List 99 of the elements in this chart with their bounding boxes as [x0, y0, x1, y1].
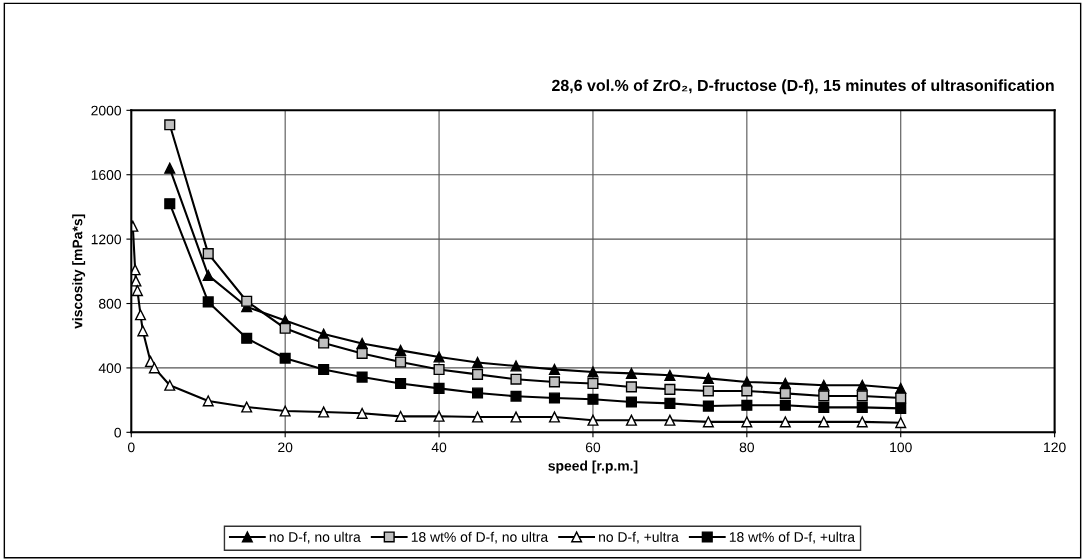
point [279, 352, 291, 364]
point [471, 356, 484, 369]
x-tick-label: 60 [585, 442, 601, 453]
point [395, 410, 407, 422]
point [625, 396, 637, 408]
point [510, 411, 522, 423]
point [818, 379, 830, 391]
point [664, 383, 676, 395]
point [241, 332, 253, 344]
point [587, 393, 599, 405]
legend-label: 18 wt% of D-f, no ultra [411, 531, 549, 544]
point [202, 395, 214, 407]
point [318, 337, 330, 349]
point [702, 372, 714, 384]
point [433, 382, 445, 394]
x-tick-label: 100 [890, 442, 912, 453]
point [741, 399, 753, 411]
point [664, 414, 676, 426]
point [895, 392, 907, 404]
point [164, 379, 176, 391]
chart-title: 28,6 vol.% of ZrO₂, D-fructose (D-f), 15 minutes of ultrasonification [552, 79, 1054, 95]
point [395, 377, 407, 390]
point [625, 414, 637, 426]
x-tick-label: 20 [278, 442, 293, 453]
point [702, 400, 714, 412]
point [510, 360, 522, 372]
point [356, 371, 368, 383]
y-tick-label: 1200 [91, 234, 122, 245]
point [625, 381, 637, 393]
point [131, 264, 141, 276]
point [587, 377, 599, 390]
point [148, 362, 160, 374]
legend-label: 18 wt% of D-f, +ultra [729, 531, 856, 544]
point [471, 411, 484, 423]
point [202, 296, 214, 308]
y-tick-label: 800 [99, 298, 122, 309]
point [548, 363, 561, 375]
point [433, 410, 445, 422]
point [433, 363, 445, 376]
point [471, 368, 484, 380]
point [548, 411, 561, 423]
point [548, 392, 561, 404]
y-tick-label: 2000 [91, 105, 122, 116]
point [818, 390, 830, 402]
legend-label: no D-f, +ultra [599, 531, 679, 544]
point [856, 401, 868, 413]
x-axis-title: speed [r.p.m.] [548, 460, 638, 474]
point [202, 248, 214, 260]
point [433, 351, 445, 363]
point [137, 325, 149, 337]
point [587, 366, 599, 378]
point [818, 401, 830, 413]
point [664, 397, 676, 409]
point [164, 119, 176, 131]
point [856, 390, 868, 402]
point [587, 414, 599, 426]
point [779, 416, 791, 428]
point [134, 309, 147, 321]
point [510, 373, 522, 385]
point [510, 390, 522, 402]
point [702, 416, 714, 428]
y-tick-label: 400 [98, 363, 122, 374]
x-tick-label: 40 [431, 442, 447, 453]
point [356, 407, 368, 419]
point [241, 401, 253, 413]
point [471, 387, 484, 399]
x-tick-label: 0 [127, 442, 135, 453]
point [164, 198, 176, 210]
point [741, 385, 753, 397]
point [395, 344, 407, 356]
point [779, 387, 791, 399]
point [895, 417, 907, 429]
point [279, 322, 291, 334]
point [318, 363, 330, 376]
x-tick-label: 120 [1044, 442, 1066, 453]
point [241, 295, 253, 307]
point [664, 369, 676, 381]
point [202, 269, 214, 281]
point [318, 406, 330, 418]
point [131, 275, 142, 287]
point [818, 416, 830, 428]
point [702, 385, 714, 397]
point [279, 405, 291, 417]
point [395, 356, 407, 368]
point [895, 402, 907, 414]
point [625, 367, 637, 379]
point [741, 416, 753, 428]
point [856, 416, 868, 428]
point [164, 162, 176, 174]
legend-label: no D-f, no ultra [269, 531, 361, 544]
point [548, 376, 561, 388]
x-tick-label: 80 [739, 442, 755, 453]
point [131, 285, 143, 297]
point [356, 347, 368, 359]
point [779, 399, 791, 411]
y-axis-title: viscosity [mPa*s] [72, 214, 86, 329]
y-tick-label: 1600 [91, 170, 122, 180]
y-tick-label: 0 [114, 427, 122, 438]
point [856, 379, 868, 391]
